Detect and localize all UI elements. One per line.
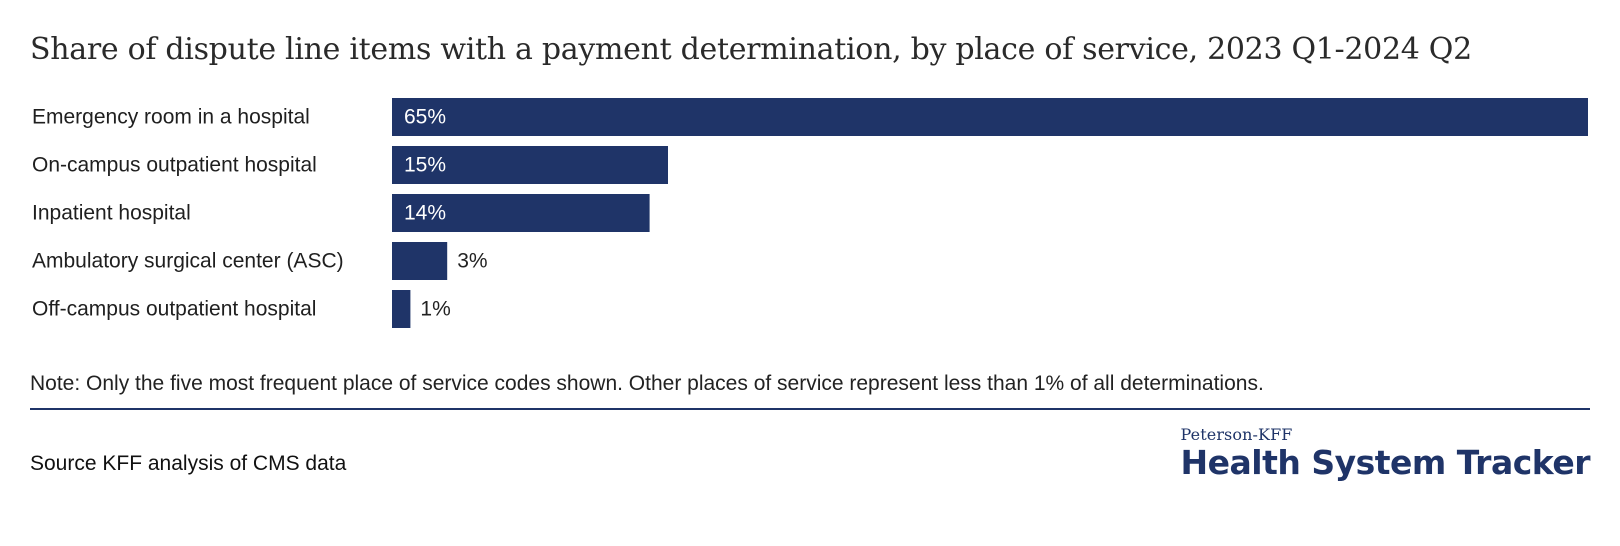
source-text: Source KFF analysis of CMS data (30, 452, 347, 475)
brand-small-text: Peterson-KFF (1180, 425, 1293, 444)
category-label: Inpatient hospital (32, 202, 191, 225)
data-label: 3% (457, 250, 487, 273)
data-label: 65% (404, 106, 446, 129)
category-label: On-campus outpatient hospital (32, 154, 317, 177)
bar (392, 290, 411, 328)
data-label: 14% (404, 202, 446, 225)
category-label: Ambulatory surgical center (ASC) (32, 250, 344, 273)
bar (392, 146, 668, 184)
category-label: Emergency room in a hospital (32, 106, 310, 129)
bar (392, 194, 650, 232)
chart-title: Share of dispute line items with a payme… (30, 32, 1472, 67)
data-label: 15% (404, 154, 446, 177)
category-label: Off-campus outpatient hospital (32, 298, 316, 321)
chart-note: Note: Only the five most frequent place … (30, 372, 1264, 395)
bar (392, 242, 448, 280)
bar-chart: Emergency room in a hospital 65% On-campus… (32, 98, 1588, 328)
bar (392, 98, 1588, 136)
footer-divider (30, 408, 1590, 410)
data-label: 1% (420, 298, 450, 321)
brand-logo: Peterson-KFF Health System Tracker (1181, 426, 1591, 482)
brand-large-text: Health System Tracker (1180, 443, 1591, 482)
